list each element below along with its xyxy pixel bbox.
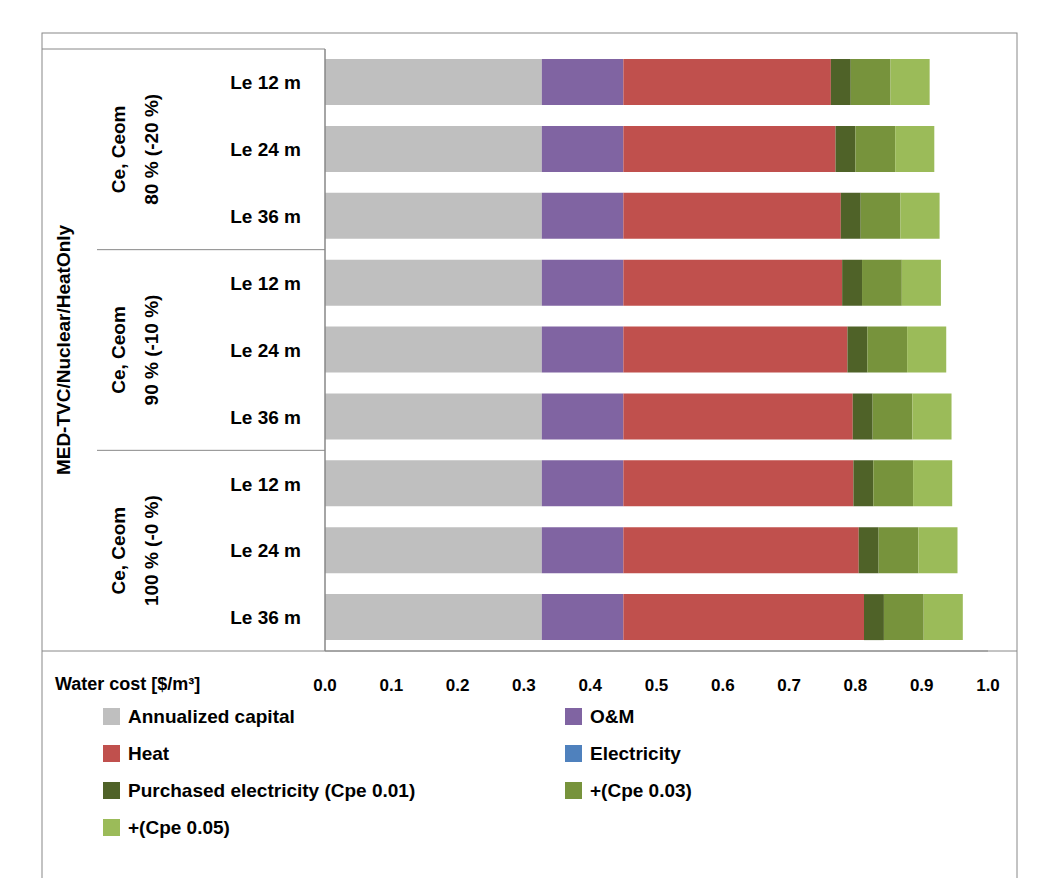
svg-text:Le 36 m: Le 36 m: [230, 607, 301, 628]
svg-text:0.8: 0.8: [844, 676, 868, 695]
svg-text:100 % (-0 %): 100 % (-0 %): [141, 495, 162, 606]
svg-text:Ce, Ceom: Ce, Ceom: [108, 106, 129, 194]
svg-text:Le 12 m: Le 12 m: [230, 474, 301, 495]
svg-text:Le 12 m: Le 12 m: [230, 273, 301, 294]
svg-text:0.1: 0.1: [379, 676, 403, 695]
svg-text:0.4: 0.4: [578, 676, 602, 695]
svg-text:0.0: 0.0: [313, 676, 337, 695]
svg-text:1.0: 1.0: [976, 676, 1000, 695]
svg-text:Le 12 m: Le 12 m: [230, 72, 301, 93]
svg-text:0.7: 0.7: [777, 676, 801, 695]
svg-text:90 % (-10 %): 90 % (-10 %): [141, 295, 162, 406]
svg-text:Le 24 m: Le 24 m: [230, 340, 301, 361]
svg-text:MED-TVC/Nuclear/HeatOnly: MED-TVC/Nuclear/HeatOnly: [53, 224, 74, 475]
svg-text:0.2: 0.2: [446, 676, 470, 695]
svg-text:Ce, Ceom: Ce, Ceom: [108, 507, 129, 595]
svg-text:Le 36 m: Le 36 m: [230, 206, 301, 227]
svg-text:Water cost [$/m³]: Water cost [$/m³]: [55, 674, 200, 694]
html-text:Annualized capital: Annualized capital: [128, 705, 295, 727]
svg-text:Le 36 m: Le 36 m: [230, 407, 301, 428]
html-text:Purchased electricity (Cpe 0.0: Purchased electricity (Cpe 0.01): [128, 779, 416, 801]
svg-text:Le 24 m: Le 24 m: [230, 540, 301, 561]
svg-text:0.3: 0.3: [512, 676, 536, 695]
svg-text:0.9: 0.9: [910, 676, 934, 695]
html-text:+(Cpe 0.05): +(Cpe 0.05): [128, 816, 230, 838]
svg-text:Le 24 m: Le 24 m: [230, 139, 301, 160]
html-text:+(Cpe 0.03): +(Cpe 0.03): [590, 779, 692, 801]
html-text:Heat: Heat: [128, 742, 170, 764]
svg-text:0.6: 0.6: [711, 676, 735, 695]
svg-text:Ce, Ceom: Ce, Ceom: [108, 306, 129, 394]
svg-text:0.5: 0.5: [645, 676, 669, 695]
html-text:Electricity: Electricity: [590, 742, 681, 764]
html-text:O&M: O&M: [590, 705, 635, 727]
svg-text:80 % (-20 %): 80 % (-20 %): [141, 94, 162, 205]
